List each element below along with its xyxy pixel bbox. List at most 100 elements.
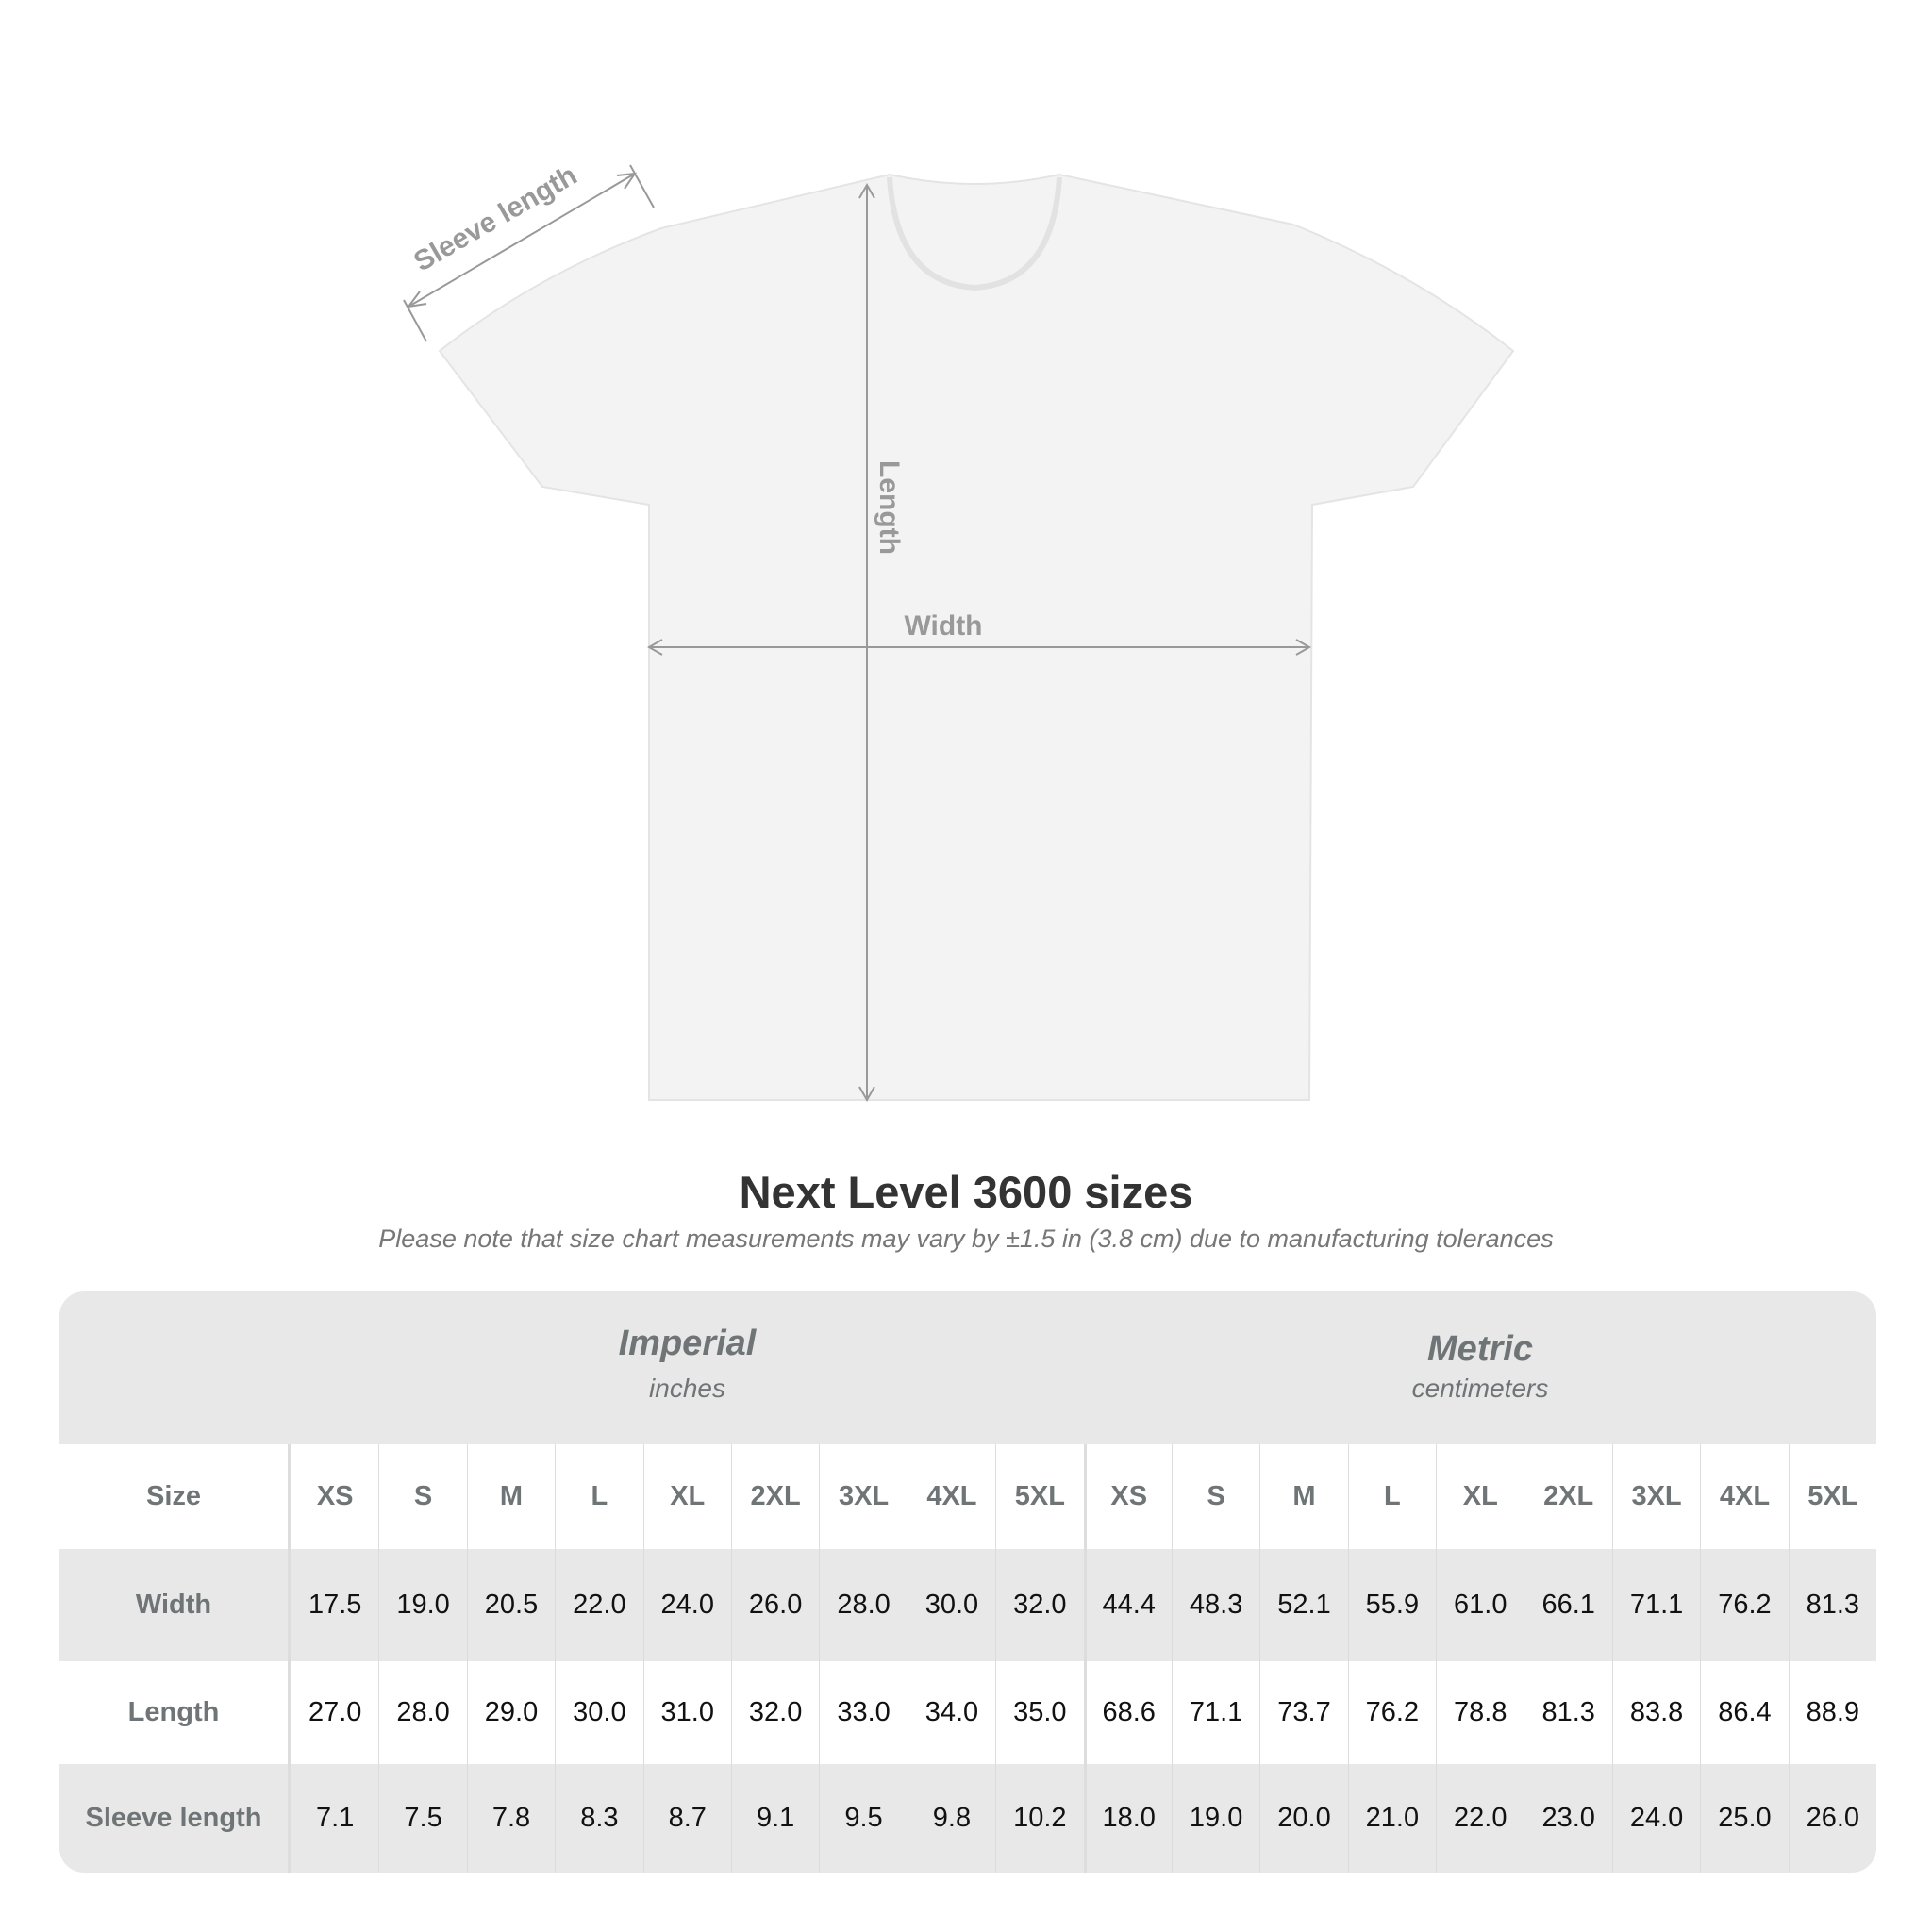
metric-header: Metric centimeters — [1084, 1329, 1876, 1404]
imperial-value-cell: 20.5 — [466, 1549, 555, 1661]
metric-value-cell: 18.0 — [1083, 1764, 1172, 1873]
imperial-value-cell: 22.0 — [555, 1549, 642, 1661]
metric-value-cell: 25.0 — [1700, 1764, 1788, 1873]
metric-value-cell: 76.2 — [1700, 1549, 1788, 1661]
metric-title: Metric — [1427, 1329, 1533, 1369]
metric-value-cell: 88.9 — [1788, 1661, 1876, 1764]
size-table: Imperial inches Metric centimeters Size X… — [59, 1291, 1876, 1873]
row-label-size: Size — [59, 1444, 291, 1549]
metric-value-cell: 21.0 — [1347, 1764, 1436, 1873]
metric-value-cell: 86.4 — [1700, 1661, 1788, 1764]
arrowhead-icon — [858, 1086, 875, 1103]
imperial-value-cell: 29.0 — [466, 1661, 555, 1764]
row-label: Length — [59, 1661, 291, 1764]
imperial-value-cell: 26.0 — [730, 1549, 819, 1661]
imperial-value-cell: 31.0 — [642, 1661, 731, 1764]
metric-value-cell: 66.1 — [1524, 1549, 1611, 1661]
metric-value-cell: 71.1 — [1611, 1549, 1700, 1661]
imperial-size-header: S — [378, 1444, 466, 1549]
metric-value-cell: 81.3 — [1788, 1549, 1876, 1661]
length-label: Length — [874, 460, 905, 555]
imperial-value-cell: 9.1 — [730, 1764, 819, 1873]
sleeve-length-arrow — [408, 173, 636, 308]
imperial-value-cell: 7.8 — [466, 1764, 555, 1873]
arrowhead-icon — [406, 291, 427, 308]
tolerance-note: Please note that size chart measurements… — [378, 1224, 1554, 1253]
metric-value-cell: 44.4 — [1083, 1549, 1172, 1661]
imperial-size-header: XL — [642, 1444, 731, 1549]
metric-size-header: S — [1171, 1444, 1259, 1549]
row-label: Width — [59, 1549, 291, 1661]
imperial-value-cell: 32.0 — [730, 1661, 819, 1764]
imperial-value-cell: 28.0 — [819, 1549, 907, 1661]
imperial-size-header: L — [555, 1444, 642, 1549]
arrowhead-icon — [646, 639, 663, 656]
tshirt-image — [438, 173, 1515, 1101]
imperial-size-header: 5XL — [995, 1444, 1083, 1549]
metric-size-header: 5XL — [1788, 1444, 1876, 1549]
metric-unit: centimeters — [1411, 1374, 1549, 1403]
metric-value-cell: 22.0 — [1436, 1764, 1524, 1873]
metric-value-cell: 23.0 — [1524, 1764, 1611, 1873]
imperial-size-header: M — [466, 1444, 555, 1549]
metric-value-cell: 73.7 — [1259, 1661, 1347, 1764]
table-row: Length 27.0 28.0 29.0 30.0 31.0 32.0 33.0 34.0 35… — [59, 1661, 1876, 1764]
table-row: Width 17.5 19.0 20.5 22.0 24.0 26.0 28.0 30.0 32.… — [59, 1549, 1876, 1661]
imperial-value-cell: 32.0 — [995, 1549, 1083, 1661]
imperial-size-header: 2XL — [730, 1444, 819, 1549]
row-label: Sleeve length — [59, 1764, 291, 1873]
metric-value-cell: 52.1 — [1259, 1549, 1347, 1661]
metric-value-cell: 20.0 — [1259, 1764, 1347, 1873]
imperial-value-cell: 7.5 — [378, 1764, 466, 1873]
metric-value-cell: 78.8 — [1436, 1661, 1524, 1764]
imperial-value-cell: 10.2 — [995, 1764, 1083, 1873]
size-header-row: Size XS S M L XL 2XL 3XL 4XL 5XL XS S M L XL 2XL 3XL 4XL 5… — [59, 1444, 1876, 1549]
arrowhead-icon — [1295, 639, 1312, 656]
imperial-value-cell: 27.0 — [291, 1661, 378, 1764]
metric-value-cell: 61.0 — [1436, 1549, 1524, 1661]
arrowhead-icon — [616, 172, 638, 190]
tick-mark — [403, 299, 427, 342]
metric-value-cell: 26.0 — [1788, 1764, 1876, 1873]
imperial-title: Imperial — [618, 1324, 757, 1363]
imperial-value-cell: 30.0 — [907, 1549, 995, 1661]
metric-value-cell: 83.8 — [1611, 1661, 1700, 1764]
metric-value-cell: 55.9 — [1347, 1549, 1436, 1661]
imperial-value-cell: 30.0 — [555, 1661, 642, 1764]
imperial-unit: inches — [649, 1374, 725, 1403]
metric-value-cell: 68.6 — [1083, 1661, 1172, 1764]
tick-mark — [629, 164, 655, 208]
imperial-value-cell: 17.5 — [291, 1549, 378, 1661]
metric-value-cell: 24.0 — [1611, 1764, 1700, 1873]
imperial-value-cell: 7.1 — [291, 1764, 378, 1873]
imperial-value-cell: 34.0 — [907, 1661, 995, 1764]
metric-size-header: 4XL — [1700, 1444, 1788, 1549]
imperial-value-cell: 28.0 — [378, 1661, 466, 1764]
imperial-value-cell: 9.8 — [907, 1764, 995, 1873]
metric-size-header: XL — [1436, 1444, 1524, 1549]
imperial-size-header: 3XL — [819, 1444, 907, 1549]
table-header-band: Imperial inches Metric centimeters — [59, 1291, 1876, 1444]
metric-size-header: 3XL — [1611, 1444, 1700, 1549]
sleeve-length-label: Sleeve length — [408, 159, 582, 277]
metric-size-header: L — [1347, 1444, 1436, 1549]
imperial-value-cell: 8.7 — [642, 1764, 731, 1873]
imperial-size-header: 4XL — [907, 1444, 995, 1549]
page-title: Next Level 3600 sizes — [739, 1167, 1193, 1217]
metric-value-cell: 81.3 — [1524, 1661, 1611, 1764]
arrowhead-icon — [858, 182, 875, 199]
width-label: Width — [904, 610, 982, 641]
metric-size-header: 2XL — [1524, 1444, 1611, 1549]
imperial-size-header: XS — [291, 1444, 378, 1549]
imperial-value-cell: 24.0 — [642, 1549, 731, 1661]
metric-size-header: M — [1259, 1444, 1347, 1549]
imperial-value-cell: 9.5 — [819, 1764, 907, 1873]
metric-value-cell: 19.0 — [1171, 1764, 1259, 1873]
metric-value-cell: 48.3 — [1171, 1549, 1259, 1661]
metric-value-cell: 71.1 — [1171, 1661, 1259, 1764]
imperial-value-cell: 35.0 — [995, 1661, 1083, 1764]
metric-size-header: XS — [1083, 1444, 1172, 1549]
table-row: Sleeve length 7.1 7.5 7.8 8.3 8.7 9.1 9.5 9.8 10.… — [59, 1764, 1876, 1873]
tshirt-diagram: Sleeve length Length Width — [403, 159, 1515, 1103]
tshirt-collar — [887, 176, 1062, 291]
